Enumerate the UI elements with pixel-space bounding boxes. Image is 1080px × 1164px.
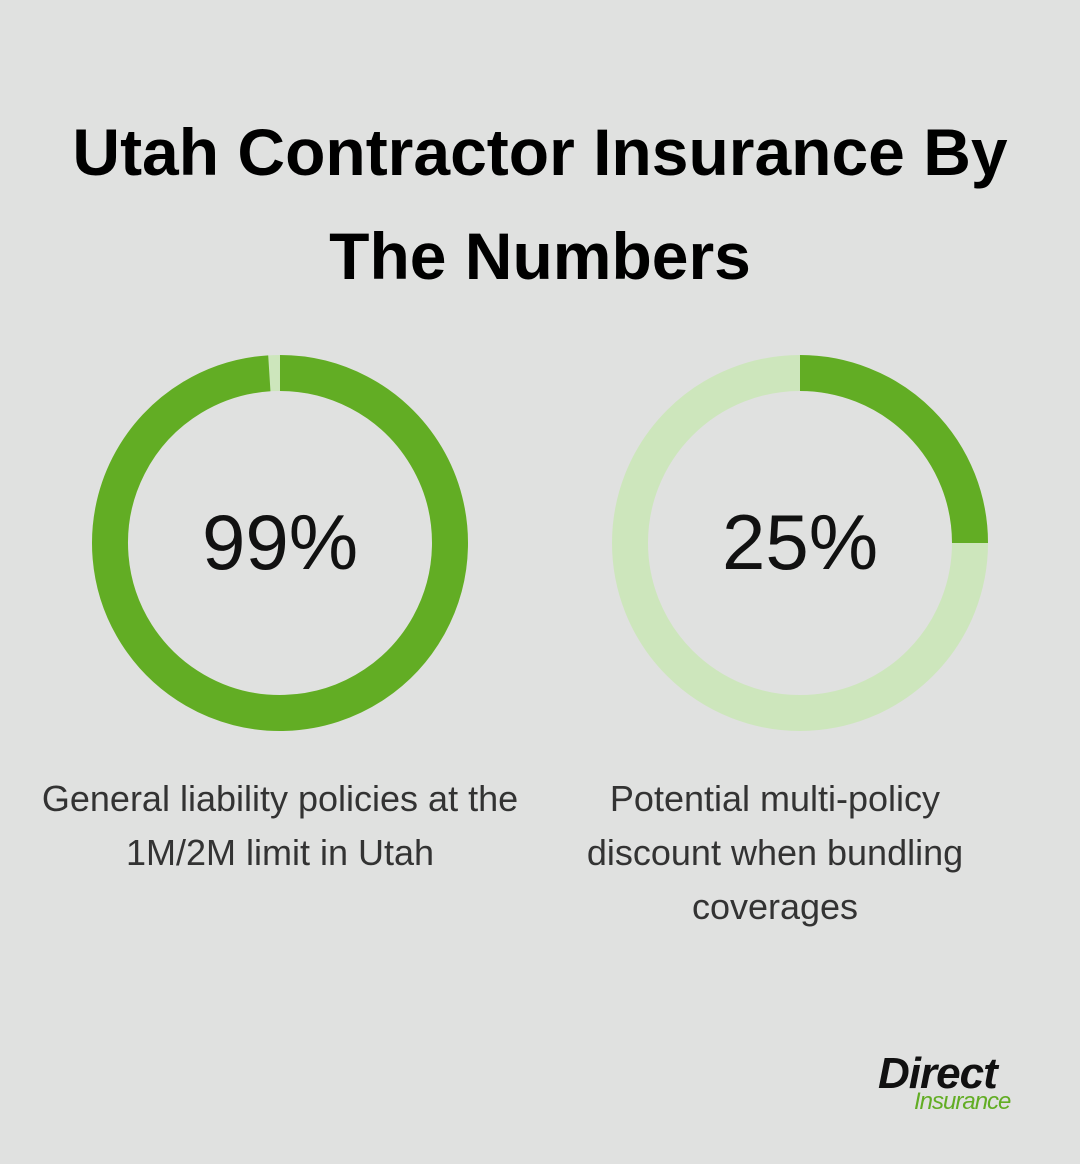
caption: General liability policies at the 1M/2M …: [41, 778, 519, 873]
caption: Potential multi-policy discount when bun…: [586, 778, 964, 927]
logo-sub: Insurance: [914, 1088, 1011, 1115]
title: Utah Contractor Insurance By The Numbers: [72, 115, 1008, 293]
value-label: 25%: [722, 498, 878, 586]
logo-brand: Direct: [878, 1049, 998, 1098]
donut-arc: [92, 355, 468, 731]
donut-arc: [799, 355, 988, 544]
logo: Direct Insurance: [878, 1049, 1011, 1115]
value-label: 99%: [202, 498, 358, 586]
